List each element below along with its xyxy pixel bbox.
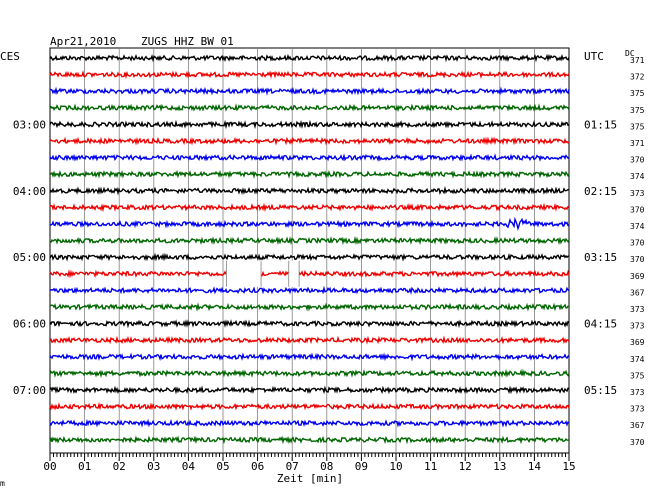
left-time-label: 06:00	[13, 318, 46, 331]
left-time-label: 04:00	[13, 185, 46, 198]
trace-row	[49, 53, 570, 63]
trace-row	[49, 103, 570, 113]
dc-offset-value: 373	[630, 189, 645, 198]
x-tick-label: 06	[251, 460, 264, 473]
x-tick-label: 11	[424, 460, 437, 473]
trace-row	[49, 119, 570, 130]
dc-offset-value: 370	[630, 255, 645, 264]
dc-offset-value: 375	[630, 371, 645, 380]
right-time-label: 01:15	[584, 118, 617, 131]
x-tick-label: 03	[147, 460, 160, 473]
dc-offset-value: 369	[630, 338, 645, 347]
x-tick-label: 09	[355, 460, 368, 473]
trace-row	[49, 319, 570, 329]
dc-offset-value: 375	[630, 122, 645, 131]
trace-row	[49, 418, 570, 428]
dc-offset-value: 374	[630, 355, 645, 364]
x-tick-label: 01	[78, 460, 91, 473]
trace-row	[49, 368, 570, 379]
x-tick-label: 07	[286, 460, 299, 473]
x-tick-label: 02	[113, 460, 126, 473]
x-tick-label: 14	[528, 460, 542, 473]
trace-row	[49, 216, 570, 232]
x-axis-label: Zeit [min]	[277, 472, 343, 485]
x-tick-label: 10	[389, 460, 402, 473]
left-time-label: 03:00	[13, 118, 46, 131]
trace-row	[49, 252, 570, 262]
dc-offset-value: 373	[630, 388, 645, 397]
trace-row	[49, 335, 570, 345]
trace-row	[49, 186, 570, 196]
trace-row	[49, 285, 570, 295]
trace-row	[49, 235, 570, 246]
data-gap	[288, 260, 300, 287]
trace-row	[49, 136, 570, 146]
dc-offset-value: 374	[630, 222, 645, 231]
dc-offset-value: 373	[630, 405, 645, 414]
right-timezone-label: UTC	[584, 50, 604, 63]
x-tick-label: 04	[182, 460, 196, 473]
dc-offset-value: 371	[630, 56, 645, 65]
trace-row	[49, 202, 570, 213]
dc-offset-value: 375	[630, 106, 645, 115]
x-tick-label: 12	[459, 460, 472, 473]
trace-row	[49, 401, 570, 412]
x-tick-label: 00	[43, 460, 56, 473]
data-gap	[226, 260, 262, 287]
chart-station: ZUGS HHZ BW 01	[141, 35, 234, 48]
dc-offset-value: 370	[630, 156, 645, 165]
trace-row	[49, 86, 570, 96]
right-time-label: 04:15	[584, 318, 617, 331]
right-time-label: 05:15	[584, 384, 617, 397]
trace-row	[49, 169, 570, 179]
trace-row	[49, 269, 570, 279]
dc-offset-header: DC	[625, 49, 635, 58]
left-timezone-label: CES	[0, 50, 20, 63]
dc-offset-value: 370	[630, 239, 645, 248]
dc-offset-value: 367	[630, 421, 645, 430]
dc-offset-value: 367	[630, 288, 645, 297]
x-tick-label: 15	[562, 460, 575, 473]
left-time-label: 07:00	[13, 384, 46, 397]
left-time-label: 05:00	[13, 251, 46, 264]
dc-offset-value: 369	[630, 272, 645, 281]
x-tick-label: 05	[216, 460, 229, 473]
dc-offset-value: 372	[630, 73, 645, 82]
x-tick-label: 13	[493, 460, 506, 473]
trace-row	[49, 435, 570, 445]
trace-row	[49, 70, 570, 80]
right-time-label: 02:15	[584, 185, 617, 198]
dc-offset-value: 373	[630, 305, 645, 314]
dc-offset-value: 375	[630, 89, 645, 98]
x-tick-label: 08	[320, 460, 333, 473]
chart-date: Apr21,2010	[50, 35, 116, 48]
dc-offset-value: 370	[630, 205, 645, 214]
right-time-label: 03:15	[584, 251, 617, 264]
dc-offset-value: 371	[630, 139, 645, 148]
footnote-mark: m	[0, 479, 5, 488]
dc-offset-value: 374	[630, 172, 645, 181]
dc-offset-value: 370	[630, 438, 645, 447]
trace-row	[49, 153, 570, 162]
dc-offset-value: 373	[630, 322, 645, 331]
trace-row	[49, 352, 570, 362]
trace-row	[49, 385, 570, 395]
trace-row	[49, 302, 570, 312]
